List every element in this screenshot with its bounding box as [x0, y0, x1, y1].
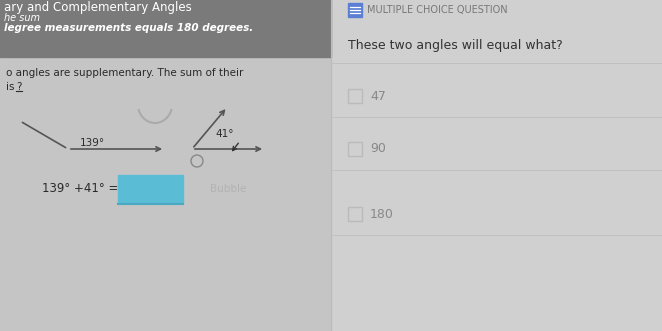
Bar — [0, 0, 331, 57]
Bar — [0, 0, 331, 331]
Text: 47: 47 — [370, 89, 386, 103]
Bar — [348, 207, 362, 221]
Text: 139° +41° =: 139° +41° = — [42, 182, 118, 196]
Bar — [348, 89, 362, 103]
Text: 90: 90 — [370, 143, 386, 156]
Text: ary and Complementary Angles: ary and Complementary Angles — [4, 2, 192, 15]
Text: is: is — [6, 82, 18, 92]
Bar — [348, 3, 362, 17]
Text: 41°: 41° — [215, 129, 234, 139]
Bar — [348, 142, 362, 156]
Text: 139°: 139° — [80, 138, 105, 148]
Text: he sum: he sum — [4, 13, 40, 23]
Text: Bubble: Bubble — [210, 184, 246, 194]
Text: o angles are supplementary. The sum of their: o angles are supplementary. The sum of t… — [6, 68, 244, 78]
Text: These two angles will equal what?: These two angles will equal what? — [348, 39, 563, 53]
Text: MULTIPLE CHOICE QUESTION: MULTIPLE CHOICE QUESTION — [367, 5, 508, 15]
Text: ?: ? — [16, 82, 21, 92]
Text: 180: 180 — [370, 208, 394, 220]
Bar — [118, 175, 183, 203]
Text: legree measurements equals 180 degrees.: legree measurements equals 180 degrees. — [4, 23, 254, 33]
